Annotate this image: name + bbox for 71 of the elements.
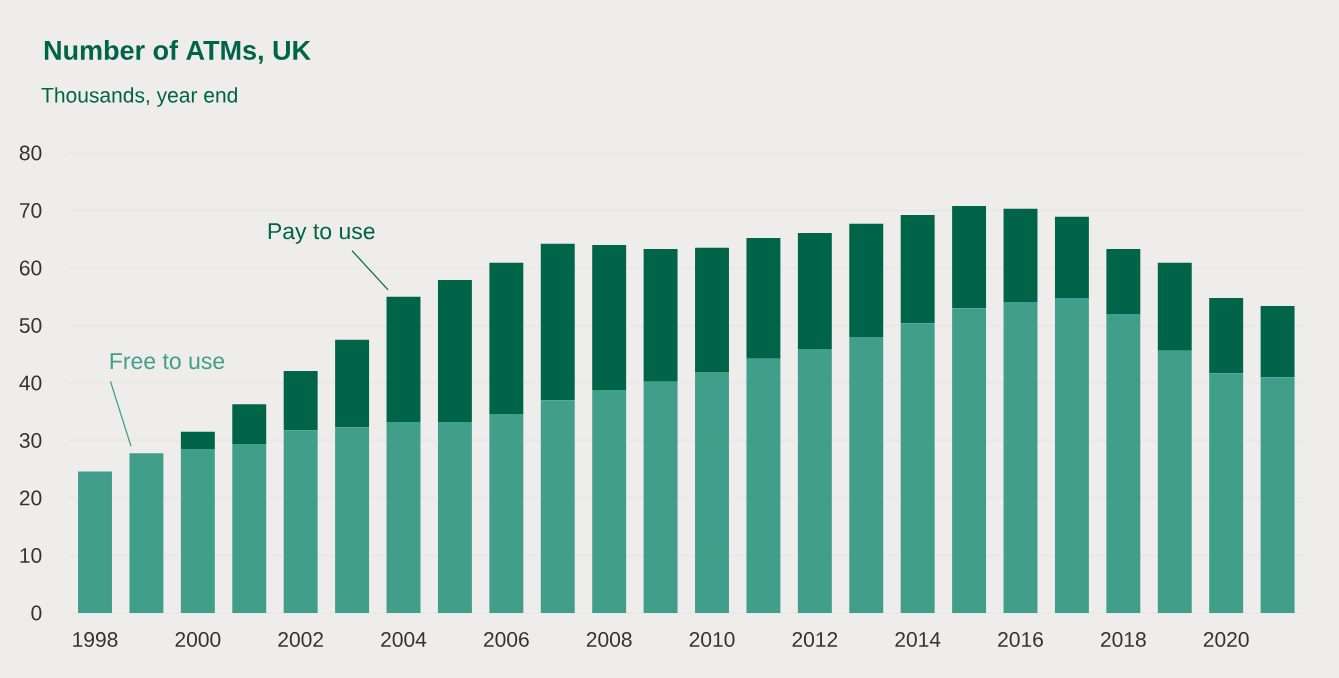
bar — [643, 249, 678, 382]
x-tick-label: 2002 — [278, 632, 323, 647]
bar — [489, 414, 524, 613]
x-tick-label: 2020 — [1203, 632, 1249, 647]
bar — [797, 232, 832, 350]
text: Pay to use — [268, 223, 375, 244]
x-tick-label: 2014 — [895, 632, 941, 647]
bar — [592, 389, 627, 613]
bar — [1003, 208, 1038, 302]
y-tick-label: 70 — [19, 203, 42, 218]
bar — [797, 349, 832, 613]
bar — [386, 422, 421, 613]
bar — [952, 308, 987, 613]
bar — [1157, 262, 1192, 351]
chart-subtitle: Thousands, year end — [41, 87, 237, 107]
bar — [335, 427, 370, 613]
bar — [540, 243, 575, 401]
bar — [746, 358, 781, 613]
bar — [1106, 314, 1141, 613]
bar — [1260, 377, 1295, 613]
bar — [386, 296, 421, 423]
bar — [437, 422, 472, 613]
text: Free to use — [110, 353, 225, 370]
bar — [129, 453, 164, 613]
bar — [1209, 297, 1244, 374]
y-tick-label: 50 — [19, 318, 42, 333]
bar — [1157, 350, 1192, 613]
bar — [232, 443, 267, 613]
bar — [643, 381, 678, 613]
bar — [1054, 297, 1089, 613]
x-tick-label: 2006 — [484, 632, 529, 647]
x-tick-label: 2010 — [689, 632, 735, 647]
y-tick-label: 40 — [19, 375, 42, 391]
bar — [437, 280, 472, 423]
x-tick-label: 1998 — [73, 632, 118, 647]
bar — [232, 404, 267, 444]
bar — [335, 339, 370, 428]
bar — [849, 337, 884, 613]
bar — [540, 400, 575, 613]
bar — [746, 238, 781, 359]
bar — [489, 262, 524, 415]
bar — [78, 471, 112, 613]
y-tick-label: 0 — [31, 605, 42, 621]
x-tick-label: 2008 — [586, 632, 632, 647]
x-tick-label: 2004 — [381, 632, 427, 647]
y-tick-label: 60 — [19, 260, 42, 276]
y-tick-label: 20 — [19, 490, 42, 506]
bar — [1260, 305, 1295, 378]
bar — [283, 430, 318, 613]
bar — [1106, 249, 1141, 314]
bar — [283, 370, 318, 431]
x-tick-label: 2012 — [792, 632, 838, 647]
x-tick-label: 2016 — [998, 632, 1043, 647]
bar — [849, 223, 884, 337]
bar — [1054, 216, 1089, 298]
bar — [180, 431, 215, 450]
chart-title: Number of ATMs, UK — [44, 40, 311, 64]
bar — [695, 372, 729, 613]
bar — [695, 247, 729, 373]
bar — [1003, 301, 1038, 613]
y-tick-label: 10 — [20, 548, 42, 563]
x-tick-label: 2018 — [1101, 632, 1146, 647]
bar — [900, 323, 935, 613]
y-tick-label: 30 — [19, 433, 42, 448]
bar — [180, 449, 215, 613]
x-tick-label: 2000 — [175, 632, 221, 647]
bar — [592, 245, 627, 390]
bar — [952, 205, 987, 309]
bar — [1209, 373, 1244, 613]
y-tick-label: 80 — [19, 145, 42, 161]
bar — [900, 215, 935, 324]
